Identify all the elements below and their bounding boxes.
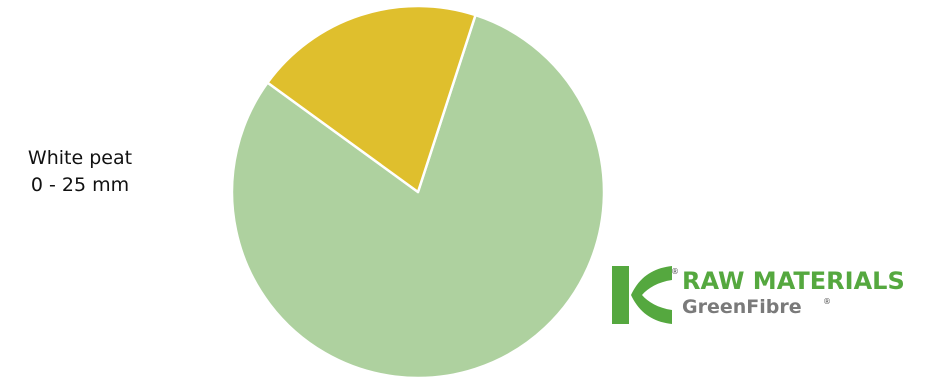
chart-label-line-1: White peat [27,147,133,169]
pie-slices [230,4,606,378]
k-logo-icon [612,266,672,324]
chart-label-line-2: 0 - 25 mm [30,174,130,196]
registered-mark-1: ® [671,267,679,276]
logo-line-2: GreenFibre [682,296,802,318]
raw-materials-logo: ® RAW MATERIALS GreenFibre ® [612,266,932,326]
registered-mark-2: ® [823,297,831,306]
chart-label: White peat 0 - 25 mm [0,145,160,199]
pie-slice-2 [266,4,477,194]
pie-slice-1 [230,13,606,378]
logo-line-1: RAW MATERIALS [682,267,905,295]
